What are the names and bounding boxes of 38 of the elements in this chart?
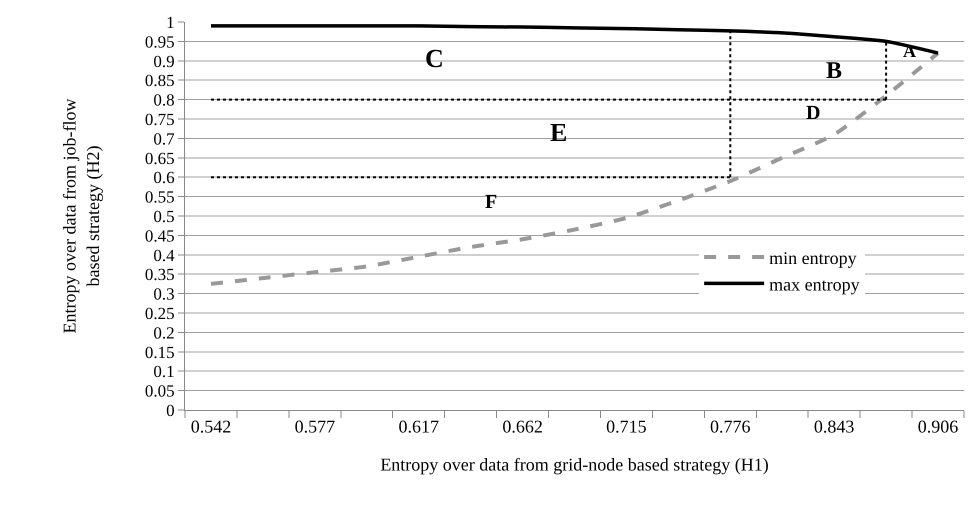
y-tick-label: 0.7 bbox=[153, 129, 176, 148]
annotation: D bbox=[806, 102, 820, 124]
y-tick-label: 0.85 bbox=[144, 71, 175, 90]
annotation: B bbox=[826, 58, 842, 84]
y-tick-label: 0.95 bbox=[144, 32, 175, 52]
y-tick-label: 1 bbox=[166, 12, 175, 32]
y-tick-label: 0.9 bbox=[153, 52, 175, 71]
x-axis-title: Entropy over data from grid-node based strategy (H1) bbox=[380, 454, 769, 475]
annotation: E bbox=[550, 118, 568, 147]
annotation: F bbox=[485, 191, 498, 213]
y-tick-label: 0.4 bbox=[153, 246, 176, 265]
y-tick-label: 0.6 bbox=[153, 168, 175, 188]
y-tick-label: 0.5 bbox=[153, 206, 175, 226]
x-tick-label: 0.906 bbox=[918, 416, 958, 437]
x-tick-label: 0.715 bbox=[606, 416, 647, 437]
x-tick-label: 0.617 bbox=[398, 416, 439, 437]
y-tick-label: 0.05 bbox=[144, 382, 175, 401]
y-tick-label: 0.45 bbox=[144, 226, 175, 246]
y-tick-label: 0.8 bbox=[153, 90, 175, 110]
y-tick-label: 0.35 bbox=[144, 265, 175, 284]
y-tick-label: 0.65 bbox=[144, 148, 175, 168]
y-tick-label: 0.55 bbox=[144, 188, 175, 207]
x-tick-label: 0.662 bbox=[502, 416, 543, 437]
legend-label: max entropy bbox=[769, 274, 860, 294]
y-axis-title: Entropy over data from job-flow based strategy (H2) bbox=[60, 98, 104, 334]
y-tick-label: 0.75 bbox=[144, 110, 175, 129]
x-tick-label: 0.776 bbox=[710, 416, 751, 437]
x-tick-label: 0.577 bbox=[294, 416, 336, 437]
annotation: C bbox=[425, 44, 444, 73]
y-tick-label: 0.15 bbox=[144, 342, 175, 362]
legend-label: min entropy bbox=[769, 248, 857, 268]
x-tick-label: 0.843 bbox=[814, 416, 854, 437]
y-tick-label: 0.1 bbox=[153, 362, 175, 382]
y-tick-label: 0 bbox=[166, 400, 175, 420]
x-tick-label: 0.542 bbox=[190, 416, 232, 437]
y-tick-label: 0.2 bbox=[153, 323, 175, 342]
y-tick-label: 0.3 bbox=[153, 284, 175, 304]
y-tick-label: 0.25 bbox=[144, 304, 175, 323]
